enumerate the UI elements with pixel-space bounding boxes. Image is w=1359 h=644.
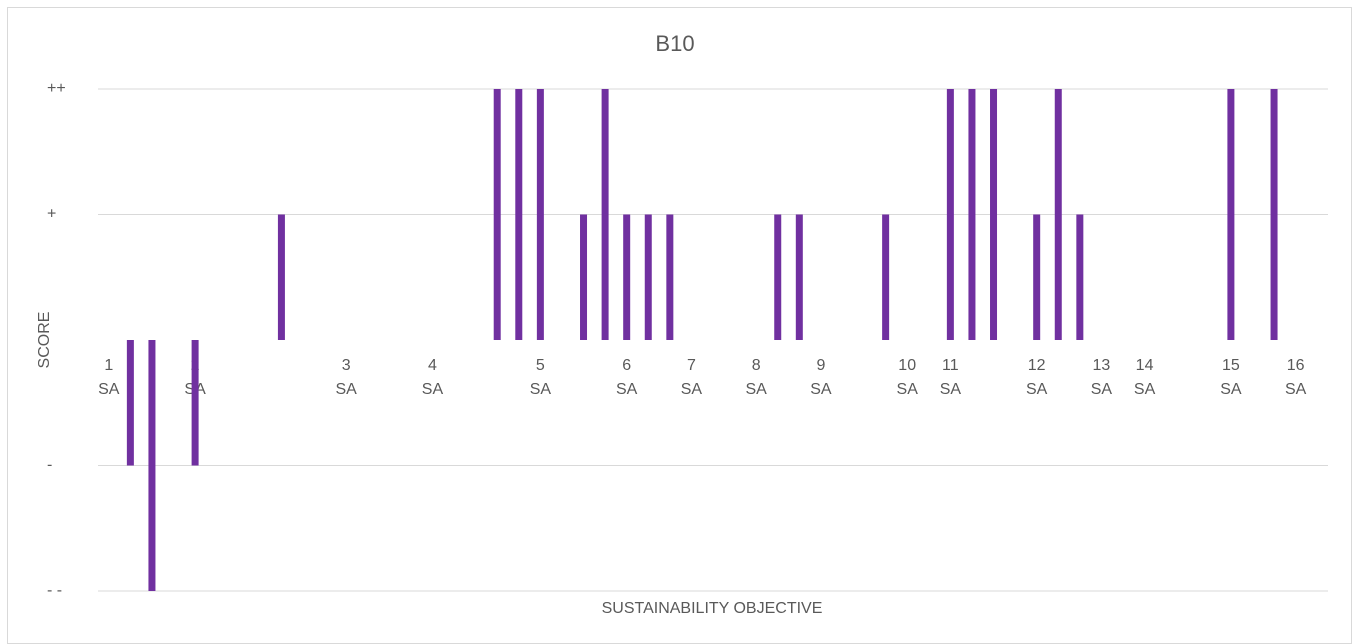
x-tick-label: 11 SA bbox=[939, 357, 962, 398]
x-tick-label: 13 SA bbox=[1090, 357, 1113, 398]
bar bbox=[774, 214, 782, 340]
bar bbox=[515, 89, 523, 340]
bar bbox=[1076, 214, 1084, 340]
bar bbox=[191, 340, 199, 466]
x-tick-label: 14 SA bbox=[1133, 357, 1156, 398]
x-tick-label: 9 SA bbox=[810, 357, 832, 398]
x-tick-label: 12 SA bbox=[1026, 357, 1048, 398]
chart-border bbox=[7, 7, 1352, 644]
bar bbox=[1033, 214, 1041, 340]
bar bbox=[795, 214, 803, 340]
x-tick-label: 5 SA bbox=[529, 357, 552, 398]
y-tick-label: + bbox=[47, 206, 56, 223]
bar bbox=[882, 214, 890, 340]
bar bbox=[968, 89, 976, 340]
bar bbox=[601, 89, 609, 340]
x-tick-label: 6 SA bbox=[616, 357, 638, 398]
bar bbox=[1270, 89, 1278, 340]
chart-title: B10 bbox=[655, 31, 694, 56]
bar bbox=[493, 89, 501, 340]
x-tick-label: 8 SA bbox=[745, 357, 767, 398]
bar bbox=[666, 214, 674, 340]
bar bbox=[148, 340, 156, 591]
x-axis-label: SUSTAINABILITY OBJECTIVE bbox=[602, 600, 823, 617]
x-tick-label: 4 SA bbox=[421, 357, 444, 398]
y-tick-label: - - bbox=[47, 582, 62, 599]
bar bbox=[277, 214, 285, 340]
x-tick-label: 3 SA bbox=[335, 357, 357, 398]
bar bbox=[536, 89, 544, 340]
bar bbox=[580, 214, 588, 340]
y-axis-label: SCORE bbox=[36, 312, 53, 369]
bar bbox=[1054, 89, 1062, 340]
x-tick-label: 16 SA bbox=[1284, 357, 1307, 398]
x-tick-label: 15 SA bbox=[1220, 357, 1242, 398]
bar bbox=[126, 340, 134, 466]
bar bbox=[623, 214, 631, 340]
x-tick-label: 1 SA bbox=[98, 357, 120, 398]
bar bbox=[1227, 89, 1235, 340]
bar bbox=[990, 89, 998, 340]
x-tick-label: 10 SA bbox=[896, 357, 918, 398]
y-tick-label: - bbox=[47, 457, 52, 474]
bar bbox=[644, 214, 652, 340]
bar bbox=[946, 89, 954, 340]
x-tick-label: 7 SA bbox=[680, 357, 703, 398]
y-tick-label: ++ bbox=[47, 80, 66, 97]
